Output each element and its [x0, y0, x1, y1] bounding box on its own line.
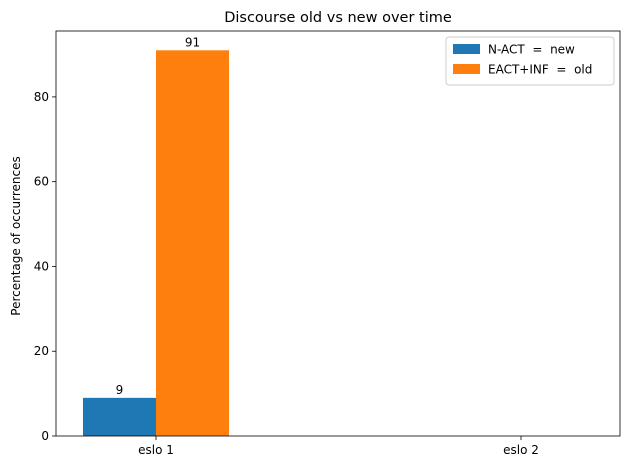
- legend-swatch: [453, 64, 480, 74]
- bar-value-label: 9: [116, 383, 124, 397]
- bar-new-eslo-1: [83, 397, 156, 436]
- bar-value-label: 91: [185, 35, 200, 49]
- y-tick-label: 0: [41, 429, 49, 443]
- y-tick-label: 20: [34, 344, 49, 358]
- y-axis-label: Percentage of occurrences: [9, 156, 23, 315]
- legend-swatch: [453, 44, 480, 54]
- chart-title: Discourse old vs new over time: [224, 10, 452, 26]
- plot-area: 9 91 0 20 40 60 80 eslo 1 eslo 2: [34, 30, 621, 457]
- x-tick-label: eslo 2: [503, 443, 539, 457]
- legend-label: N-ACT = new: [488, 43, 575, 57]
- y-tick-label: 80: [34, 90, 49, 104]
- legend-box: [445, 36, 615, 86]
- y-tick-label: 60: [34, 175, 49, 189]
- legend-label: EACT+INF = old: [488, 63, 592, 77]
- bar-old-eslo-1: [156, 50, 229, 437]
- axes-frame: [55, 30, 621, 437]
- legend: N-ACT = new EACT+INF = old: [445, 36, 615, 86]
- y-tick-label: 40: [34, 259, 49, 273]
- x-tick-label: eslo 1: [138, 443, 174, 457]
